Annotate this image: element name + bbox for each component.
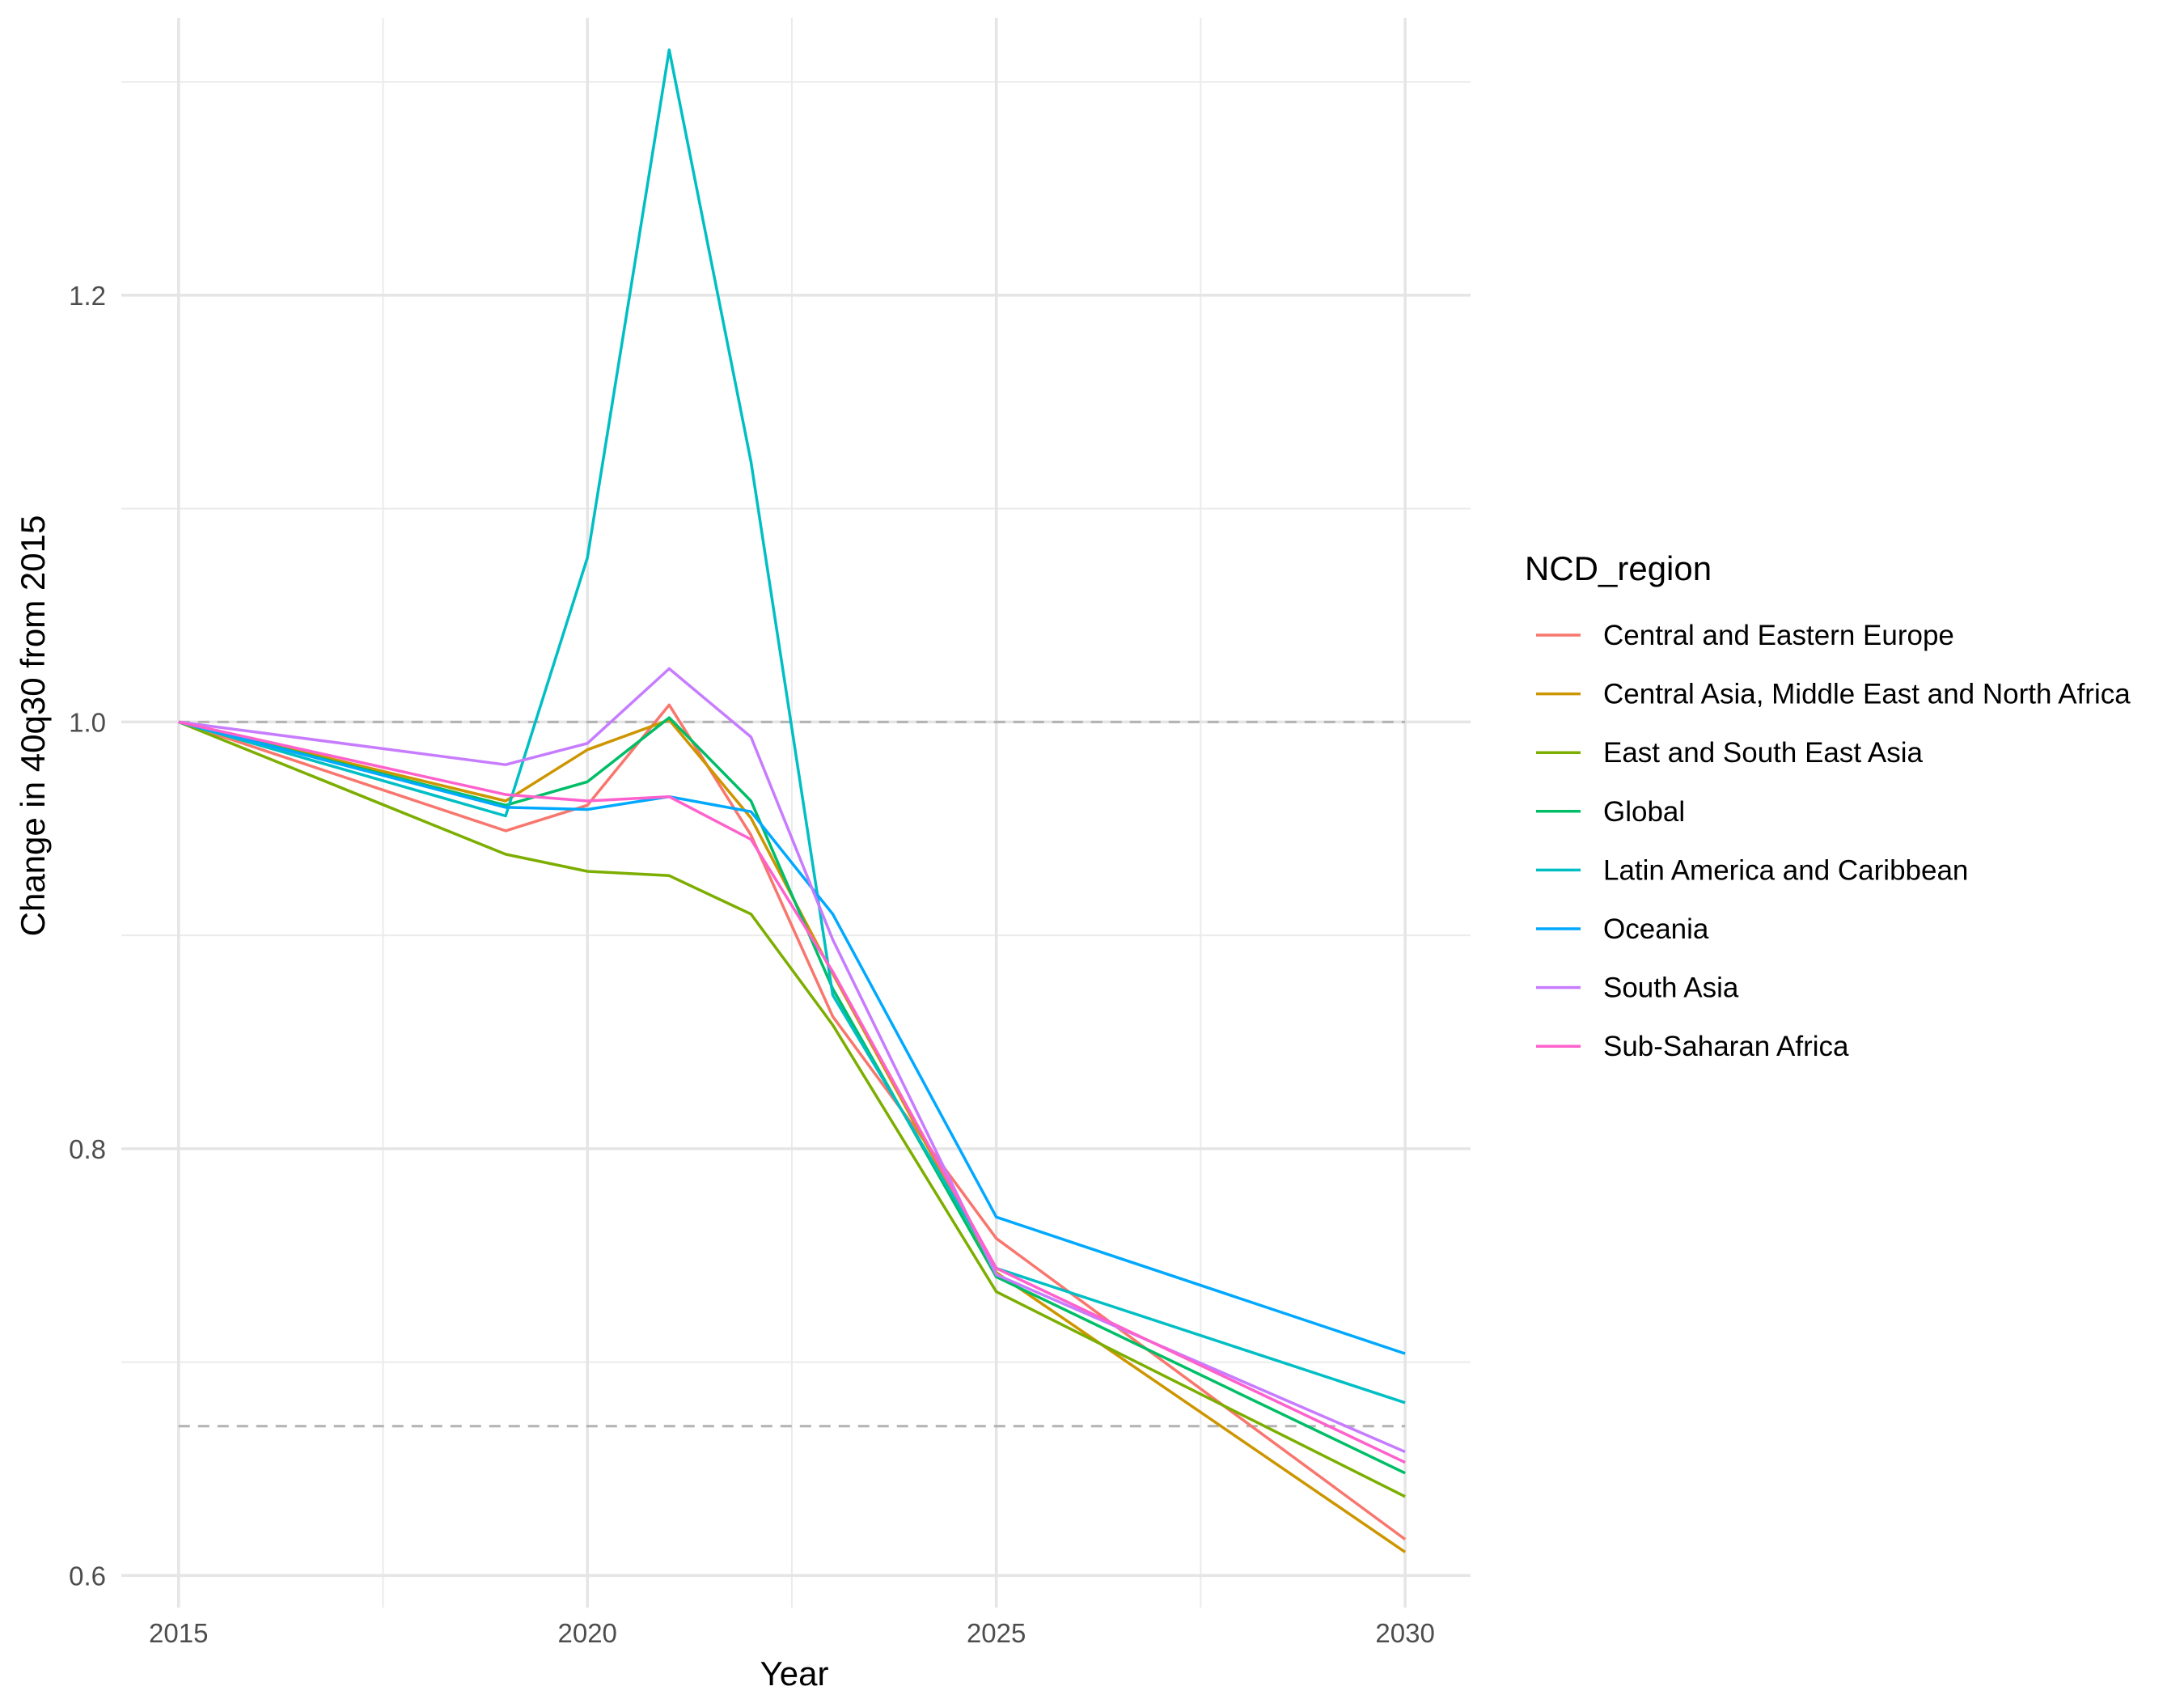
legend-item: Central Asia, Middle East and North Afri… [1536,679,2131,710]
legend-item: East and South East Asia [1536,737,1924,769]
legend-label: Latin America and Caribbean [1603,854,1968,886]
series-line [178,716,1406,1475]
legend-item: Latin America and Caribbean [1536,854,1968,886]
legend-label: Global [1603,796,1685,828]
grid-lines [121,18,1471,1608]
reference-lines [178,720,1406,1428]
x-axis-title: Year [760,1655,829,1693]
legend-item: Global [1536,796,1685,828]
legend-item: Central and Eastern Europe [1536,620,1954,651]
legend-label: Oceania [1603,913,1709,945]
y-tick-label: 1.2 [69,281,106,311]
legend-title: NCD_region [1525,549,1712,587]
x-tick-label: 2020 [558,1618,617,1648]
x-axis-ticks: 2015 2020 2025 2030 [149,1618,1435,1648]
legend-label: Central and Eastern Europe [1603,620,1954,651]
legend-items: Central and Eastern Europe Central Asia, … [1536,620,2131,1062]
x-tick-label: 2030 [1375,1618,1434,1648]
legend-label: Sub-Saharan Africa [1603,1031,1849,1062]
y-axis-ticks: 0.6 0.8 1.0 1.2 [69,281,106,1591]
legend-label: South Asia [1603,972,1739,1004]
y-tick-label: 0.8 [69,1134,106,1164]
series-line [178,48,1406,1405]
series-lines [178,48,1407,1553]
y-axis-title: Change in 40q30 from 2015 [14,515,52,937]
x-tick-label: 2025 [967,1618,1026,1648]
series-line [178,720,1406,1464]
legend: NCD_region Central and Eastern EuropeCen… [1525,549,2131,1062]
legend-label: Central Asia, Middle East and North Afri… [1603,679,2131,710]
legend-item: Oceania [1536,913,1709,945]
legend-item: Sub-Saharan Africa [1536,1031,1849,1062]
y-tick-label: 0.6 [69,1561,106,1591]
series-line [178,720,1406,1355]
series-line [178,720,1406,1498]
y-tick-label: 1.0 [69,707,106,737]
legend-label: East and South East Asia [1603,737,1924,769]
legend-item: South Asia [1536,972,1739,1004]
x-tick-label: 2015 [149,1618,208,1648]
